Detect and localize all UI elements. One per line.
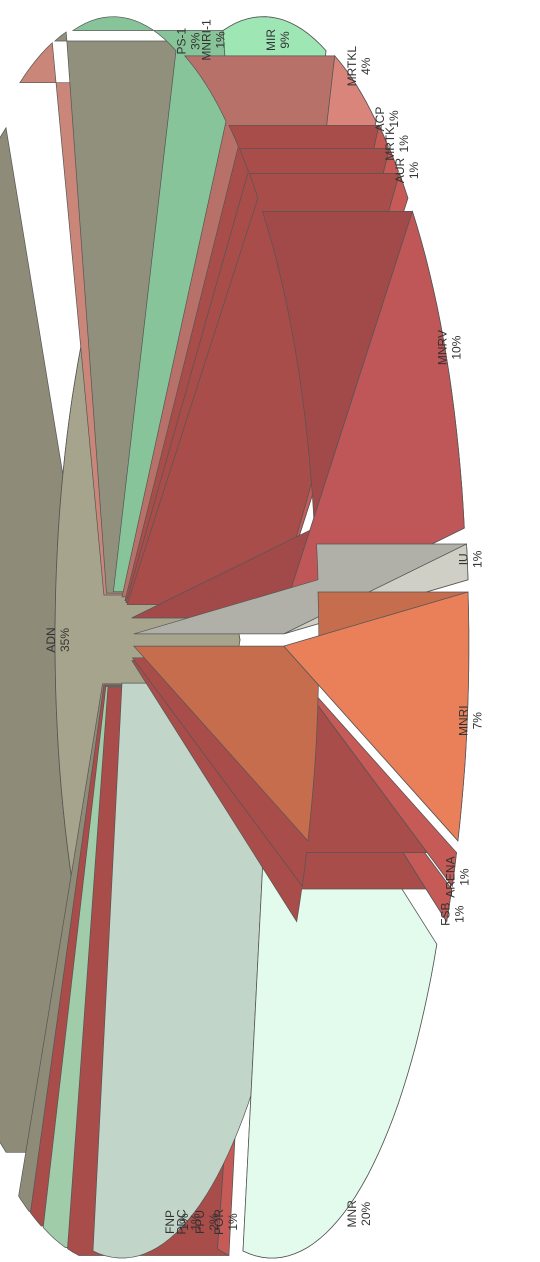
label-mrtkl: MRTKL4% <box>345 46 373 87</box>
slice-mnrv <box>131 210 465 619</box>
label-fpu: FPU2% <box>193 1210 221 1234</box>
slice-face-arena <box>282 657 457 888</box>
label-ps-1: PS-13% <box>175 28 203 55</box>
label-name: ADN <box>44 627 58 652</box>
label-percent: 1% <box>214 31 228 49</box>
label-mnrv: MNRV10% <box>436 330 464 365</box>
label-percent: 1% <box>226 1213 240 1231</box>
slice-face-mnrv <box>280 210 465 619</box>
label-fsb: FSB1% <box>439 903 467 926</box>
label-mnri-1: MNRI-11% <box>200 19 228 61</box>
label-percent: 1% <box>189 1213 203 1231</box>
label-adn: ADN35% <box>44 627 72 652</box>
label-name: MNR <box>345 1200 359 1228</box>
label-arena: ARENA1% <box>444 856 472 897</box>
label-iu: IU1% <box>457 550 485 568</box>
slice-face-mnri <box>283 591 470 842</box>
label-name: MRTK <box>383 127 397 161</box>
label-percent: 1% <box>397 135 411 153</box>
label-name: POR <box>212 1209 226 1235</box>
label-name: IU <box>457 553 471 565</box>
label-mir: MIR9% <box>264 29 292 51</box>
label-percent: 1% <box>458 868 472 886</box>
label-name: MRTKL <box>345 46 359 87</box>
label-mnri: MNRI7% <box>457 705 485 736</box>
label-name: ACP <box>373 107 387 132</box>
label-pdc: PDC1% <box>175 1209 203 1235</box>
label-mrtk: MRTK1% <box>383 127 411 161</box>
label-percent: 1% <box>177 1213 191 1231</box>
label-percent: 1% <box>453 905 467 923</box>
label-percent: 1% <box>387 110 401 128</box>
label-percent: 7% <box>471 712 485 730</box>
label-percent: 1% <box>471 550 485 568</box>
label-percent: 3% <box>189 32 203 50</box>
label-name: MIR <box>264 29 278 51</box>
label-percent: 35% <box>58 628 72 652</box>
label-mnr: MNR20% <box>345 1200 373 1228</box>
pie-labels: ADN35%FNP1%PDC1%FPU2%POR1% MNR20%FSB1%ARE… <box>44 19 485 1235</box>
label-fnp: FNP1% <box>163 1210 191 1234</box>
label-percent: 9% <box>278 31 292 49</box>
label-name: FNP <box>163 1210 177 1234</box>
label-name: MNRI-1 <box>200 19 214 61</box>
label-percent: 20% <box>359 1201 373 1225</box>
slice-mnri <box>133 591 470 842</box>
label-name: PDC <box>175 1209 189 1235</box>
label-percent: 10% <box>450 335 464 359</box>
label-percent: 1% <box>407 161 421 179</box>
label-aur: AUR1% <box>393 158 421 184</box>
label-name: FSB <box>439 903 453 926</box>
label-name: FPU <box>193 1210 207 1234</box>
label-por: POR1% <box>212 1209 240 1235</box>
label-name: PS-1 <box>175 28 189 55</box>
label-name: AUR <box>393 158 407 184</box>
label-percent: 2% <box>207 1213 221 1231</box>
pie-slices <box>0 16 470 1259</box>
label-percent: 4% <box>359 57 373 75</box>
label-name: MNRV <box>436 330 450 365</box>
label-name: ARENA <box>444 856 458 897</box>
label-name: MNRI <box>457 705 471 736</box>
label-acp: ACP1% <box>373 107 401 132</box>
